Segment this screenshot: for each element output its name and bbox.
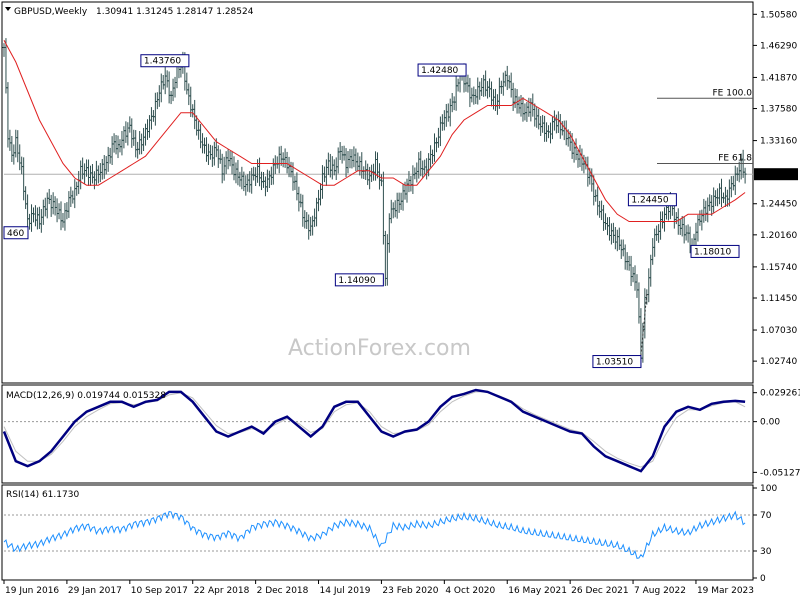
x-tick-label: 7 Aug 2022 [634, 586, 686, 596]
price-y-tick-label: 1.02740 [760, 357, 797, 367]
price-y-tick-label: 1.37580 [760, 105, 797, 115]
annotation-box [140, 54, 190, 68]
annotation-label: 1.42480 [421, 66, 458, 76]
rsi-line [3, 510, 746, 559]
macd-line [2, 388, 746, 473]
macd-y-tick-label: 0.00 [760, 418, 780, 428]
annotation-label: 1.03510 [596, 358, 633, 368]
x-tick-label: 2 Dec 2018 [257, 586, 309, 596]
price-chart: 1.50580 1.46290 1.41870 1.37580 1.33160 1.244… [2, 10, 798, 369]
price-y-tick-label: 1.11450 [760, 294, 797, 304]
macd-panel-frame [1, 384, 754, 484]
rsi-y-tick-label: 0 [760, 574, 766, 584]
rsi-y-tick-label: 100 [760, 484, 777, 494]
rsi-chart: 100 70 30 0 [3, 484, 777, 584]
macd-y-tick-label: -0.051279 [760, 468, 800, 478]
annotation-box [3, 226, 29, 240]
price-y-tick-label: 1.20160 [760, 231, 797, 241]
dropdown-triangle-icon[interactable] [5, 7, 11, 11]
price-y-tick-label: 1.46290 [760, 41, 797, 51]
annotation-label: 1.43760 [144, 57, 181, 67]
symbol-label: GBPUSD,Weekly [14, 7, 88, 17]
annotation-box [417, 63, 467, 77]
annotation-box [334, 273, 384, 287]
price-y-tick-label: 1.33160 [760, 137, 797, 147]
fe-level-label: FE 61.8 [718, 154, 752, 164]
moving-average-line [3, 40, 746, 222]
price-y-tick-label: 1.41870 [760, 73, 797, 83]
chart-header: GBPUSD,Weekly 1.30941 1.31245 1.28147 1.… [5, 7, 254, 17]
annotation-label: 1.14090 [338, 276, 375, 286]
watermark: ActionForex.com [288, 336, 471, 361]
macd-chart: 0.029261 0.00 -0.051279 [2, 388, 800, 478]
x-tick-label: 10 Sep 2017 [131, 586, 188, 596]
x-tick-label: 14 Jul 2019 [320, 586, 371, 596]
annotation-label: 460 [7, 229, 24, 239]
x-tick-label: 23 Feb 2020 [382, 586, 438, 596]
price-y-tick-label: 1.07030 [760, 326, 797, 336]
x-tick-label: 19 Mar 2023 [697, 586, 754, 596]
rsi-panel-frame [1, 484, 754, 581]
current-price-label: 1.28524 [758, 170, 795, 180]
rsi-y-tick-label: 70 [760, 511, 772, 521]
price-panel-frame [1, 1, 754, 384]
annotation-box [592, 355, 642, 369]
x-tick-label: 26 Dec 2021 [571, 586, 629, 596]
x-tick-label: 4 Oct 2020 [445, 586, 495, 596]
ohlc-values: 1.30941 1.31245 1.28147 1.28524 [96, 7, 254, 17]
price-y-tick-label: 1.15740 [760, 263, 797, 273]
rsi-y-tick-label: 30 [760, 547, 772, 557]
x-tick-label: 29 Jan 2017 [68, 586, 122, 596]
price-y-tick-label: 1.50580 [760, 10, 797, 20]
x-tick-label: 19 Jun 2016 [5, 586, 59, 596]
rsi-title: RSI(14) 61.1730 [6, 490, 79, 500]
macd-y-tick-label: 0.029261 [760, 389, 800, 399]
x-tick-label: 16 May 2021 [508, 586, 567, 596]
annotation-label: 1.18010 [694, 247, 731, 257]
x-axis: 19 Jun 2016 29 Jan 2017 10 Sep 2017 22 Apr … [3, 580, 754, 596]
x-tick-label: 22 Apr 2018 [194, 586, 250, 596]
current-price-tag [754, 168, 798, 181]
price-y-tick-label: 1.24450 [760, 200, 797, 210]
annotation-box [690, 244, 740, 258]
annotation-label: 1.24450 [631, 196, 668, 206]
macd-title: MACD(12,26,9) 0.019744 0.015328 [6, 391, 166, 401]
annotation-box [627, 193, 677, 207]
fe-level-label: FE 100.0 [713, 88, 753, 98]
